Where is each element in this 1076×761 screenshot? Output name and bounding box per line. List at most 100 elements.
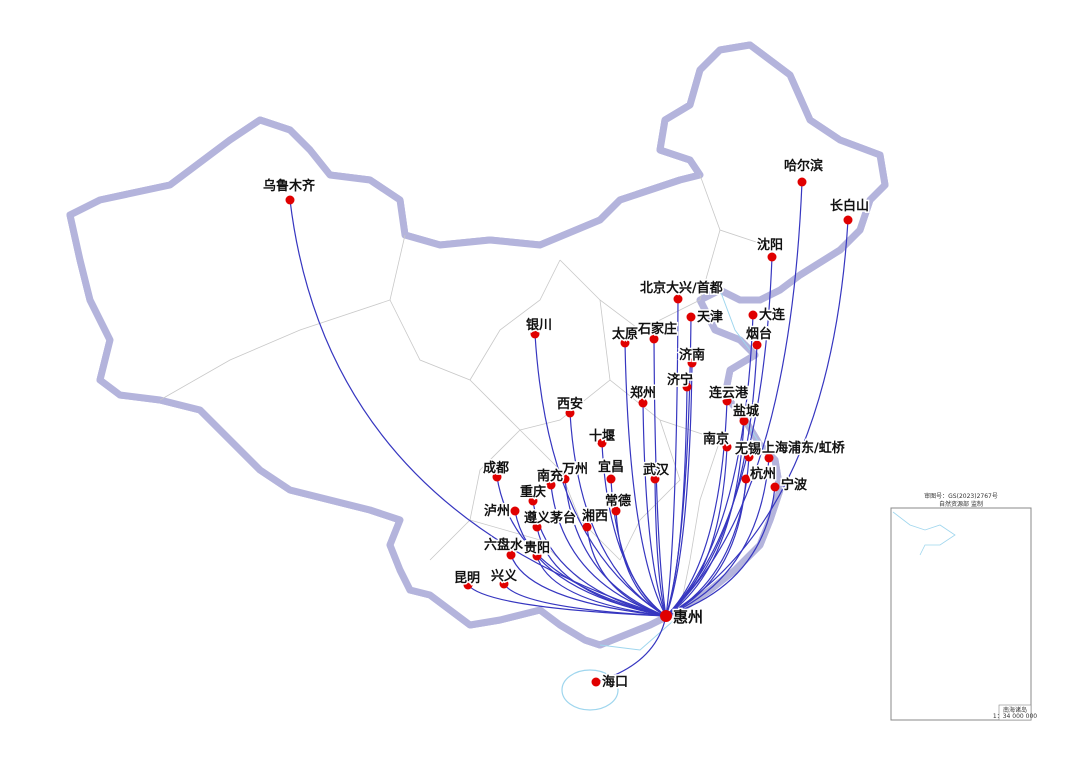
city-label: 海口 [602,674,628,690]
route-line [536,555,667,617]
inset-title: 南海诸岛 [1003,706,1027,714]
routes [289,181,849,683]
inset-scale: 1：34 000 000 [993,713,1037,720]
city-label: 盐城 [733,403,759,419]
route-line [665,420,745,617]
city-dot[interactable] [752,340,762,350]
city-dot[interactable] [463,580,473,590]
city-dot[interactable] [686,312,696,322]
city-dot[interactable] [770,482,780,492]
city-dot[interactable] [528,496,538,506]
city-dot[interactable] [582,522,592,532]
city-label: 烟台 [746,326,772,342]
city-label: 泸州 [484,503,510,519]
city-dot[interactable] [741,474,751,484]
city-dot[interactable] [620,338,630,348]
route-line [610,478,667,617]
city-dot[interactable] [532,551,542,561]
route-line [653,338,667,617]
city-dots [285,177,853,687]
route-line [536,526,667,617]
city-dot[interactable] [767,252,777,262]
route-line [665,298,679,617]
city-label: 宁波 [781,477,808,493]
city-label: 沈阳 [757,237,783,253]
city-dot[interactable] [506,550,516,560]
city-dot[interactable] [673,294,683,304]
city-dot[interactable] [843,215,853,225]
route-line [665,400,728,617]
city-dot[interactable] [682,382,692,392]
city-dot[interactable] [650,474,660,484]
route-line [665,478,747,617]
route-line [642,402,667,617]
route-line [665,314,754,617]
city-dot[interactable] [492,472,502,482]
city-label: 郑州 [630,385,656,401]
city-dot[interactable] [739,416,749,426]
route-line [503,583,667,617]
province-borders [159,174,781,611]
city-label: 六盘水 [484,537,524,553]
city-dot[interactable] [722,396,732,406]
hub-dot[interactable] [660,610,672,622]
route-line [532,500,667,617]
city-label: 贵阳 [524,540,550,556]
city-label: 兴义 [491,568,518,584]
route-line [665,181,803,617]
city-dot[interactable] [649,334,659,344]
route-line [665,256,773,617]
city-label: 湘西 [582,508,608,524]
city-label: 银川 [526,317,552,333]
city-dot[interactable] [764,453,774,463]
route-line [534,333,667,617]
route-line [569,412,667,617]
city-dot[interactable] [532,522,542,532]
city-label: 南充 [537,468,563,484]
city-label: 哈尔滨 [784,158,823,174]
city-label: 北京大兴/首都 [640,280,723,296]
city-dot[interactable] [285,195,295,205]
city-dot[interactable] [722,442,732,452]
city-dot[interactable] [638,398,648,408]
city-dot[interactable] [744,452,754,462]
city-dot[interactable] [530,329,540,339]
city-label: 西安 [557,396,583,412]
city-label: 乌鲁木齐 [263,178,316,194]
city-label: 十堰 [589,428,615,444]
city-label: 武汉 [643,462,670,478]
city-label: 天津 [697,309,723,325]
city-label: 济南 [679,347,705,363]
city-dot[interactable] [687,358,697,368]
route-line [564,478,667,617]
city-dot[interactable] [546,480,556,490]
route-line [624,342,667,617]
city-dot[interactable] [748,310,758,320]
route-line [595,615,667,683]
city-dot[interactable] [606,474,616,484]
route-line [654,478,667,617]
city-label: 成都 [483,460,509,476]
route-line [665,219,849,617]
city-dot[interactable] [560,474,570,484]
city-dot[interactable] [565,408,575,418]
city-label: 大连 [759,307,786,323]
city-dot[interactable] [510,506,520,516]
city-label: 石家庄 [637,321,677,337]
city-dot[interactable] [591,677,601,687]
city-label: 上海浦东/虹桥 [762,440,846,456]
city-dot[interactable] [797,177,807,187]
route-line [289,199,667,617]
city-dot[interactable] [611,506,621,516]
route-line [496,476,667,617]
route-line [510,554,667,617]
city-dot[interactable] [597,438,607,448]
city-dot[interactable] [499,579,509,589]
city-label: 昆明 [454,570,480,586]
route-line [665,457,770,617]
hub-label: 惠州 [673,608,703,626]
city-label: 杭州 [750,466,776,482]
producer: 自然资源部 监制 [939,500,983,508]
